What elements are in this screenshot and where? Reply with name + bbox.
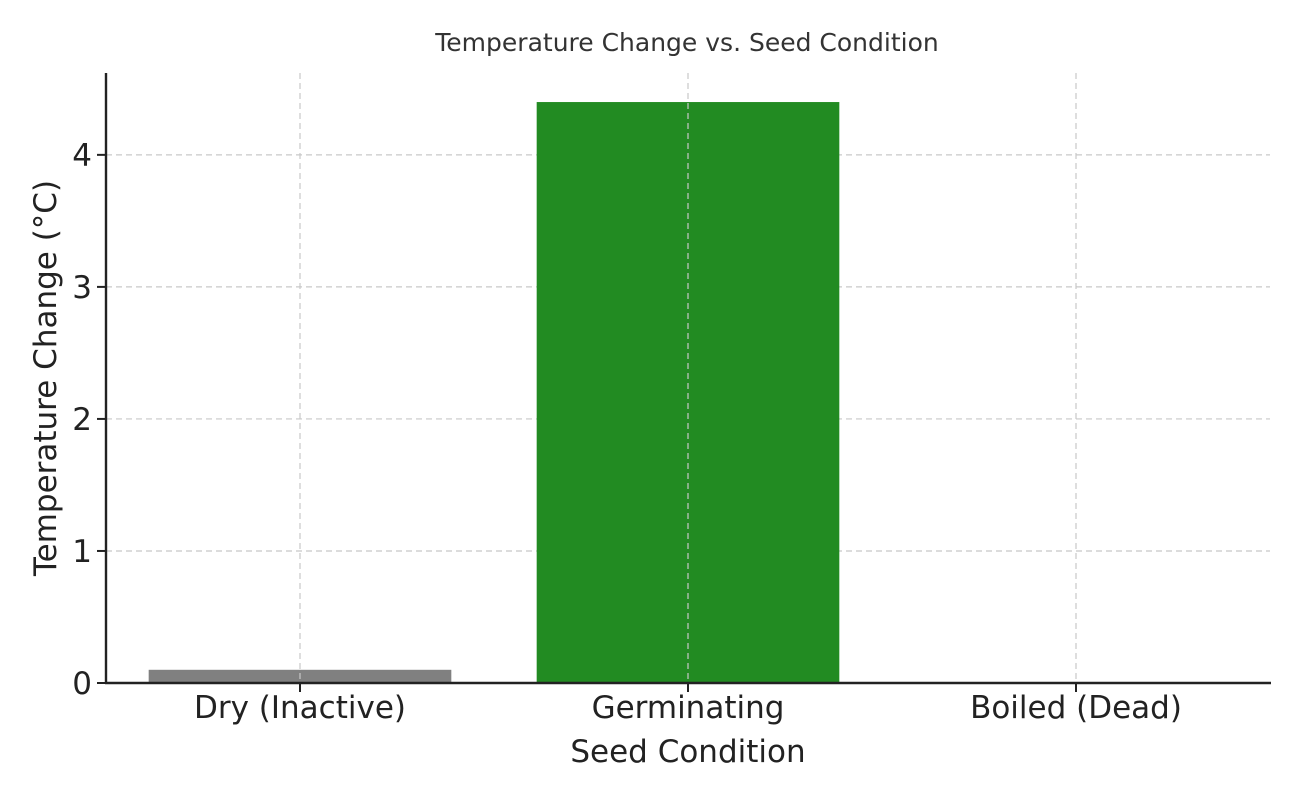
y-tick-label: 0: [72, 666, 92, 702]
x-ticks: Dry (Inactive) Germinating Boiled (Dead): [194, 683, 1182, 726]
x-tick-label: Boiled (Dead): [970, 690, 1182, 726]
y-axis-label: Temperature Change (°C): [28, 180, 64, 577]
y-tick-label: 2: [72, 402, 92, 438]
x-axis-label: Seed Condition: [570, 734, 805, 770]
x-tick-label: Germinating: [592, 690, 785, 726]
y-tick-label: 1: [72, 534, 92, 570]
vertical-grid: [299, 73, 1077, 683]
bars: [148, 102, 840, 684]
y-ticks: 0 1 2 3 4: [72, 138, 106, 702]
y-tick-label: 4: [72, 138, 92, 174]
x-tick-label: Dry (Inactive): [194, 690, 406, 726]
y-tick-label: 3: [72, 270, 92, 306]
chart-title: Temperature Change vs. Seed Condition: [434, 28, 938, 57]
